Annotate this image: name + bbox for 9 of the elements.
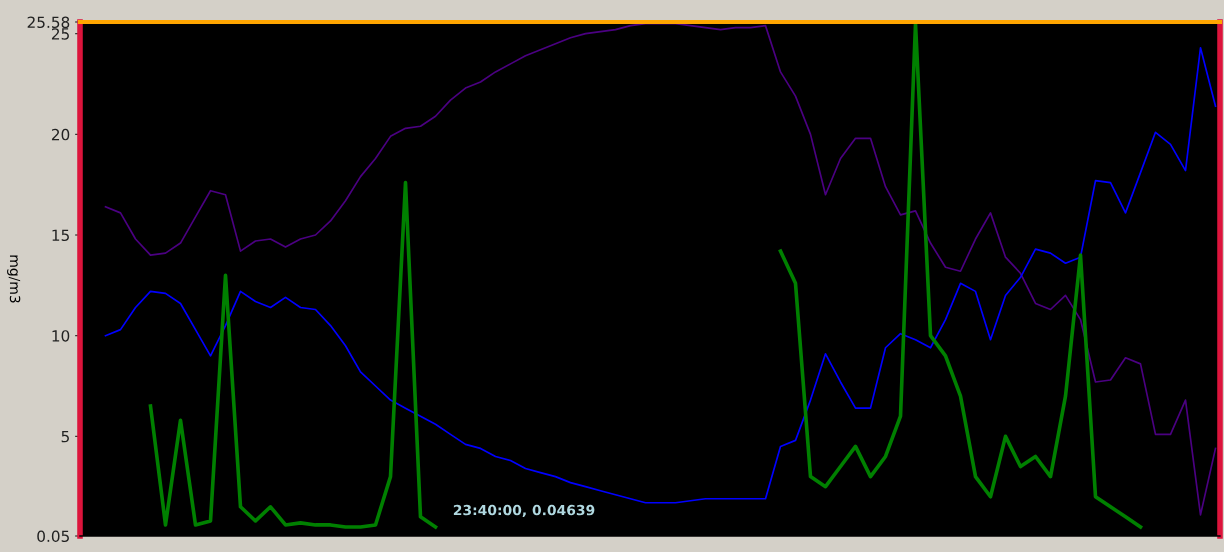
annotation: 23:40:00, 0.04639 bbox=[453, 504, 595, 518]
y-tick-label: 0.05 bbox=[37, 530, 69, 543]
y-axis-title: mg/m3 bbox=[7, 255, 21, 303]
y-tick-label: 25.58 bbox=[27, 16, 70, 29]
y-tick-label: 5 bbox=[61, 431, 69, 443]
y-tick-label: 25 bbox=[51, 28, 69, 40]
y-tick-label: 20 bbox=[51, 128, 70, 141]
y-tick-label: 10 bbox=[52, 330, 70, 342]
y-tick-label: 15 bbox=[52, 229, 69, 242]
